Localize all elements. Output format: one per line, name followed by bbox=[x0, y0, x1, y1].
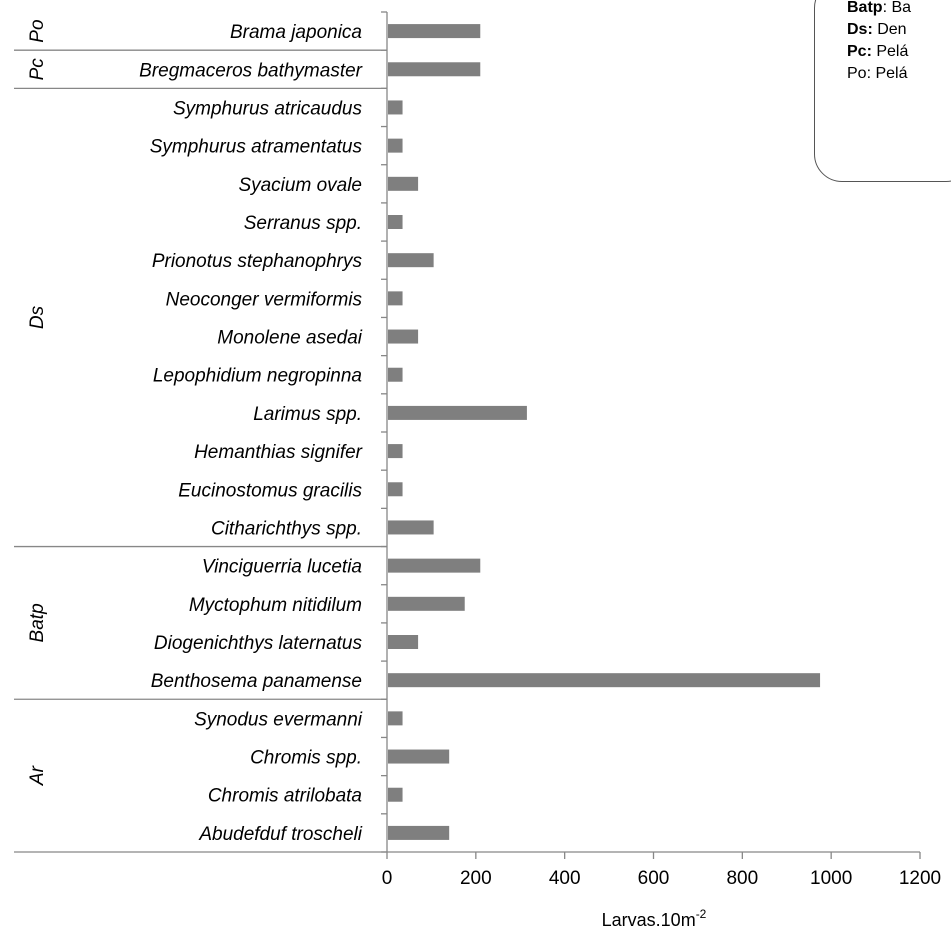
bar bbox=[388, 825, 450, 840]
category-label: Larimus spp. bbox=[253, 404, 362, 425]
category-label: Symphurus atramentatus bbox=[150, 137, 363, 158]
bar bbox=[388, 100, 403, 115]
group-label: Pc bbox=[27, 58, 48, 81]
bar bbox=[388, 24, 481, 39]
category-label: Abudefduf troscheli bbox=[198, 824, 362, 845]
x-axis-label-superscript: -2 bbox=[696, 907, 707, 921]
legend-item: Batp: Ba bbox=[847, 0, 911, 17]
category-label: Lepophidium negropinna bbox=[153, 366, 362, 387]
category-label: Brama japonica bbox=[230, 22, 362, 43]
bar bbox=[388, 215, 403, 229]
category-label: Myctophum nitidilum bbox=[189, 595, 362, 616]
legend-text: Po: Pelá bbox=[847, 65, 908, 82]
legend-text: Den bbox=[872, 21, 907, 38]
x-tick-label: 200 bbox=[460, 868, 492, 889]
category-label: Neoconger vermiformis bbox=[166, 289, 363, 310]
category-labels: Abudefduf troscheli Chromis atrilobata Chr… bbox=[139, 22, 363, 845]
category-label: Benthosema panamense bbox=[151, 671, 362, 692]
legend-item: Ds: Den bbox=[847, 21, 907, 39]
group-labels: Ar Batp Ds Pc Po bbox=[27, 19, 48, 786]
category-label: Symphurus atricaudus bbox=[173, 98, 363, 119]
category-label: Bregmaceros bathymaster bbox=[139, 60, 362, 81]
category-label: Synodus evermanni bbox=[194, 709, 363, 730]
bar bbox=[388, 711, 403, 726]
legend-text: Pelá bbox=[871, 43, 909, 60]
group-label: Po bbox=[27, 19, 48, 42]
bar bbox=[388, 558, 481, 573]
bar bbox=[388, 253, 434, 268]
category-label: Chromis atrilobata bbox=[208, 786, 362, 807]
legend-abbr: Pc: bbox=[847, 43, 872, 60]
bar bbox=[388, 749, 450, 764]
category-label: Chromis spp. bbox=[250, 748, 362, 769]
category-label: Syacium ovale bbox=[238, 175, 362, 196]
category-label: Eucinostomus gracilis bbox=[178, 480, 362, 501]
x-axis-label: Larvas.10m-2 bbox=[602, 907, 707, 930]
legend-box: Batp: Ba Ds: Den Pc: Pelá Po: Pelá bbox=[814, 0, 951, 182]
category-label: Vinciguerria lucetia bbox=[202, 557, 362, 578]
x-tick-label: 1200 bbox=[899, 868, 941, 889]
x-tick-label: 800 bbox=[726, 868, 758, 889]
bar bbox=[388, 482, 403, 497]
category-label: Diogenichthys laternatus bbox=[154, 633, 363, 654]
bar bbox=[388, 787, 403, 802]
group-label: Ar bbox=[27, 765, 48, 786]
category-label: Citharichthys spp. bbox=[211, 518, 362, 539]
x-axis-label-text: Larvas.10m bbox=[602, 910, 696, 930]
bar bbox=[388, 520, 434, 535]
legend-item: Pc: Pelá bbox=[847, 43, 908, 61]
bar bbox=[388, 176, 419, 191]
bar bbox=[388, 329, 419, 344]
bar bbox=[388, 635, 419, 649]
bar bbox=[388, 444, 403, 459]
bar bbox=[388, 405, 527, 420]
legend-abbr: Ds: bbox=[847, 21, 873, 38]
bar bbox=[388, 291, 403, 306]
x-tick-label: 400 bbox=[549, 868, 581, 889]
x-tick-label: 0 bbox=[382, 868, 393, 889]
bar bbox=[388, 367, 403, 382]
bars bbox=[388, 24, 821, 840]
group-label: Ds bbox=[27, 305, 48, 329]
bar bbox=[388, 62, 481, 77]
bar bbox=[388, 596, 465, 611]
x-tick-labels: 0 200 400 600 800 1000 1200 bbox=[382, 868, 941, 889]
bar bbox=[388, 673, 821, 688]
axes bbox=[14, 11, 921, 859]
group-label: Batp bbox=[27, 603, 48, 642]
category-label: Serranus spp. bbox=[244, 213, 362, 234]
category-label: Prionotus stephanophrys bbox=[152, 251, 363, 272]
legend-text: : Ba bbox=[882, 0, 912, 16]
bar bbox=[388, 138, 403, 153]
legend-abbr: Batp bbox=[847, 0, 883, 16]
legend-item: Po: Pelá bbox=[847, 65, 907, 83]
category-label: Monolene asedai bbox=[217, 328, 362, 349]
x-tick-label: 1000 bbox=[810, 868, 852, 889]
x-tick-label: 600 bbox=[638, 868, 670, 889]
category-label: Hemanthias signifer bbox=[194, 442, 363, 463]
